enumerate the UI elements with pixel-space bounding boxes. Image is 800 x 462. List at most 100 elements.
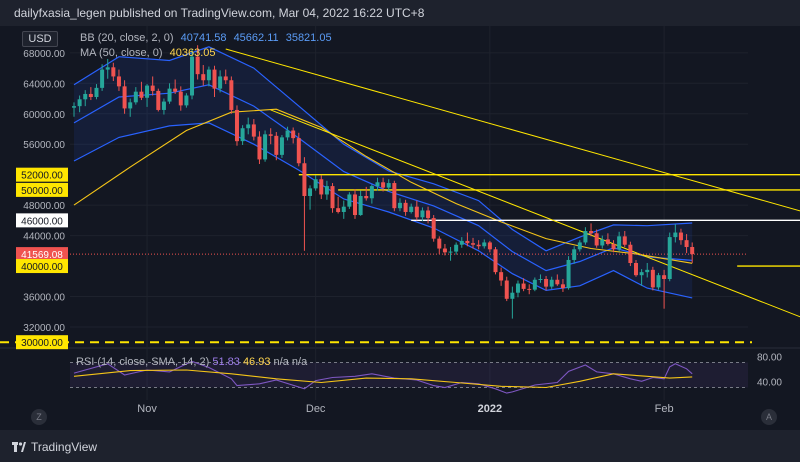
candle-body [296,138,301,164]
auto-scale-button[interactable]: A [761,409,777,425]
ma-legend-label: MA (50, close, 0) [80,47,163,59]
candle-body [397,202,402,209]
candle-body [173,88,178,92]
rsi-legend-value-3: n/a [273,356,289,368]
candle-body [471,243,476,245]
candle-body [544,278,549,287]
candle-body [375,182,380,187]
price-tag-0 [16,167,68,182]
candle-body [684,240,689,248]
candle-body [611,243,616,250]
candle-body [128,102,133,109]
candle-body [600,239,605,246]
candle-body [459,240,464,245]
candle-body [465,240,470,244]
candle-body [291,130,296,139]
y-tick-label: 32000.00 [23,323,65,334]
candle-body [426,210,431,219]
y-tick-label: 56000.00 [23,140,65,151]
candle-body [454,244,459,252]
candle-body [510,292,515,299]
candle-body [589,231,594,234]
tradingview-logo-icon [12,442,26,452]
candle-body [167,88,172,102]
rsi-ma-line [73,369,693,389]
candle-body [358,195,363,216]
candle-body [381,182,386,188]
candle-body [111,67,116,77]
candle-body [88,93,93,98]
candle-body [190,56,195,96]
candle-body [229,80,234,110]
rsi-tick-label: 40.00 [757,377,782,388]
y-tick-label: 44000.00 [23,232,65,243]
x-tick-label: Feb [655,403,674,415]
price-chart[interactable]: 68000.00 64000.00 60000.00 56000.00 48000.00… [0,26,800,430]
candle-body [487,242,492,250]
candle-body [650,269,655,288]
rsi-tick-label: 80.00 [757,352,782,363]
candle-body [437,238,442,249]
candle-body [308,188,313,196]
candle-body [223,76,228,81]
candle-body [240,128,245,142]
price-tag-4 [16,259,68,274]
candle-body [72,106,76,108]
zoom-left-button[interactable]: Z [31,409,47,425]
rsi-legend-value-1: 51.83 [212,356,240,368]
currency-button[interactable]: USD [22,31,58,47]
price-tag-label: 46000.00 [21,216,63,227]
bb-legend-value-3: 35821.05 [285,32,332,44]
candle-body [246,124,251,129]
candle-body [549,279,554,287]
rsi-legend-value-4: n/a [291,356,308,368]
candle-body [538,278,543,280]
candle-body [386,183,391,188]
tradingview-brand: TradingView [31,440,98,454]
price-tag-label: 30000.00 [21,338,63,349]
candle-body [617,236,622,250]
candle-body [145,85,150,98]
candle-body [566,259,571,289]
candle-body [279,137,284,155]
price-tag-2 [16,213,68,228]
price-tag-label: 52000.00 [21,171,63,182]
candle-body [493,249,498,273]
candle-body [184,95,189,106]
ma-legend: MA (50, close, 0) 40363.05 [80,47,220,59]
candle-body [369,186,374,199]
candle-body [364,195,369,199]
candle-body [560,284,565,289]
candle-body [100,69,105,88]
candle-body [678,232,683,241]
candle-body [442,248,447,253]
candle-body [572,249,577,260]
ma-legend-value: 40363.05 [169,47,216,59]
candle-body [139,91,144,98]
tradingview-logo: TradingView [12,440,97,454]
candle-body [133,91,138,103]
candle-body [212,69,217,89]
y-tick-label: 68000.00 [23,49,65,60]
candle-body [515,283,520,293]
candle-body [234,109,239,142]
candle-body [634,263,638,276]
candle-body [251,124,256,137]
candle-body [324,186,329,195]
candle-body [667,237,672,279]
bb-legend: BB (20, close, 2, 0) 40741.58 45662.11 3… [80,32,336,44]
candle-body [341,206,346,212]
x-tick-label: 2022 [478,403,502,415]
candle-body [218,76,223,89]
candle-body [639,272,644,276]
candle-body [195,56,200,75]
candle-body [347,194,352,207]
candle-body [156,90,161,110]
x-tick-label: Nov [137,403,157,415]
price-tag-1 [16,182,68,197]
candle-body [336,208,341,212]
rsi-line [73,360,693,394]
bb-middle-line [73,84,693,272]
y-tick-label: 48000.00 [23,201,65,212]
price-tag-label: 50000.00 [21,186,63,197]
